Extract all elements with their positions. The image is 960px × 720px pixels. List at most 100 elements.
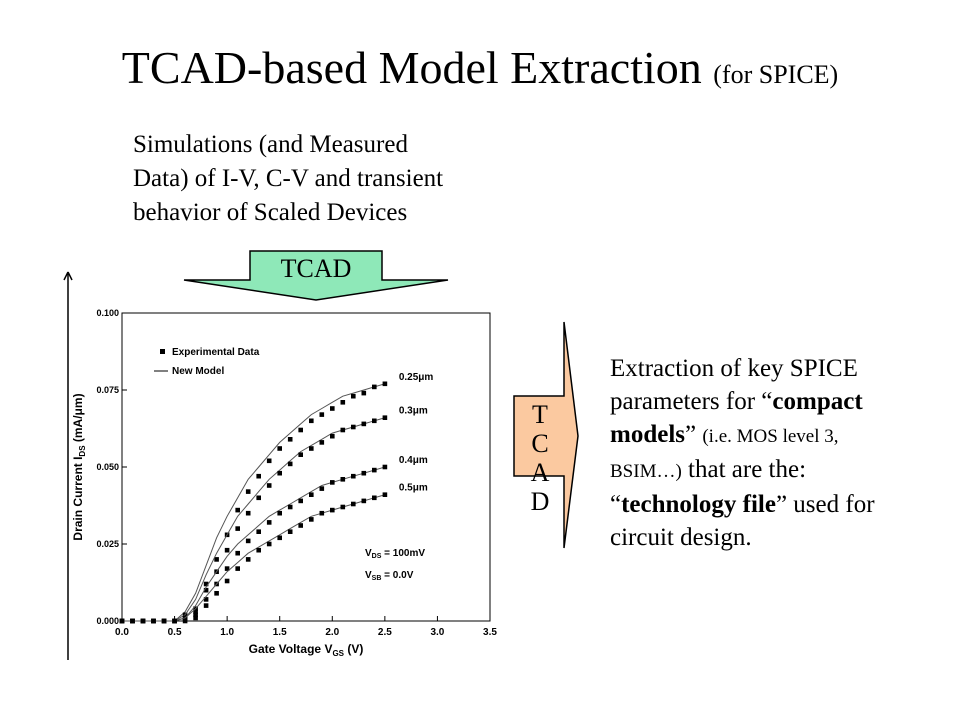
data-point (277, 446, 282, 451)
model-curve (122, 466, 386, 622)
x-tick-label: 2.0 (325, 627, 339, 638)
model-curve (122, 383, 386, 622)
data-point (235, 507, 240, 513)
data-point (266, 541, 272, 547)
extraction-description: Extraction of key SPICE parameters for “… (610, 352, 910, 554)
data-point (319, 510, 325, 516)
tcad-letter: T (532, 400, 548, 429)
data-point (287, 529, 293, 534)
data-point (309, 492, 314, 497)
tcad-right-arrow (513, 321, 579, 549)
data-point (372, 467, 377, 473)
data-point (245, 557, 251, 562)
tcad-letter: A (530, 458, 550, 487)
slide-title-main: TCAD-based Model Extraction (121, 42, 702, 93)
data-point (361, 421, 367, 427)
data-point (309, 446, 314, 451)
data-point (372, 384, 377, 390)
data-point (361, 390, 367, 396)
legend-marker-square (160, 349, 165, 354)
data-point (382, 492, 388, 497)
data-point (277, 510, 282, 516)
data-point (245, 489, 251, 494)
y-axis-label: Drain Current IDS (mA/μm) (71, 393, 87, 540)
data-point (203, 597, 209, 602)
extract-text-3: that are the: “ (610, 456, 807, 518)
data-point (214, 591, 219, 596)
y-tick-label: 0.050 (96, 462, 119, 472)
x-tick-label: 0.0 (115, 627, 129, 638)
data-point (298, 523, 303, 528)
x-tick-label: 2.5 (378, 627, 392, 638)
data-point (161, 618, 167, 624)
data-point (330, 406, 335, 411)
data-point (298, 427, 303, 433)
extract-text-1: Extraction of key SPICE parameters for “ (610, 355, 858, 415)
tcad-letter: D (530, 487, 550, 516)
data-point (119, 618, 125, 624)
technology-file-term: technology file (621, 491, 776, 518)
legend-model: New Model (172, 366, 224, 377)
tcad-right-label: T C A D (515, 400, 565, 516)
data-point (351, 473, 356, 479)
data-point (361, 498, 367, 504)
tcad-letter: C (531, 429, 549, 458)
sim-line: behavior of Scaled Devices (133, 199, 408, 226)
data-point (172, 618, 177, 624)
data-point (214, 557, 219, 562)
data-point (330, 507, 335, 513)
data-point (340, 477, 346, 482)
data-point (319, 440, 325, 445)
extract-text-2: ” (685, 421, 703, 448)
data-point (140, 618, 146, 624)
data-point (351, 501, 356, 507)
y-ticks: 0.000 0.025 0.050 0.075 0.100 (96, 308, 127, 626)
x-tick-label: 0.5 (168, 627, 182, 638)
series-label: 0.4μm (399, 455, 428, 466)
data-point (351, 424, 356, 430)
model-curve (122, 417, 386, 622)
data-point (372, 418, 377, 424)
data-point (287, 437, 293, 442)
data-point (298, 452, 303, 457)
data-point (224, 578, 230, 584)
data-point (277, 535, 282, 541)
data-point (266, 520, 272, 525)
data-point (298, 498, 303, 504)
data-point (256, 495, 261, 501)
axis-arrow-icon (67, 271, 73, 281)
tcad-down-arrow (183, 250, 449, 301)
data-point (351, 393, 356, 399)
data-point (330, 433, 335, 439)
tcad-down-label: TCAD (280, 254, 352, 283)
data-point (309, 517, 314, 522)
id-vgs-chart: 0.000 0.025 0.050 0.075 0.100 0.0 0.5 1.0 1.5 2.… (63, 271, 497, 660)
slide-title-sub: (for SPICE) (713, 60, 839, 89)
series-label: 0.3μm (399, 406, 428, 417)
data-point (224, 547, 230, 553)
data-point (256, 529, 261, 534)
data-point (382, 415, 388, 420)
data-point (203, 581, 209, 587)
series-layer (119, 381, 388, 624)
axis-arrow-icon (63, 271, 69, 281)
y-tick-label: 0.000 (96, 616, 119, 626)
data-point (266, 483, 272, 488)
data-point (287, 461, 293, 467)
model-curve (122, 494, 386, 622)
data-point (193, 609, 198, 615)
series-label: 0.5μm (399, 483, 428, 494)
data-point (256, 473, 261, 479)
data-point (193, 612, 198, 618)
data-point (382, 381, 388, 387)
x-tick-label: 3.0 (430, 627, 444, 638)
data-point (224, 566, 230, 571)
series-labels: 0.25μm 0.3μm 0.4μm 0.5μm (399, 372, 434, 494)
y-tick-label: 0.025 (96, 539, 119, 549)
vsb-annotation: VSB = 0.0V (365, 570, 414, 582)
data-point (330, 480, 335, 485)
x-axis-label: Gate Voltage VGS (V) (249, 642, 364, 658)
data-point (319, 412, 325, 417)
data-point (340, 400, 346, 405)
data-point (245, 510, 251, 516)
